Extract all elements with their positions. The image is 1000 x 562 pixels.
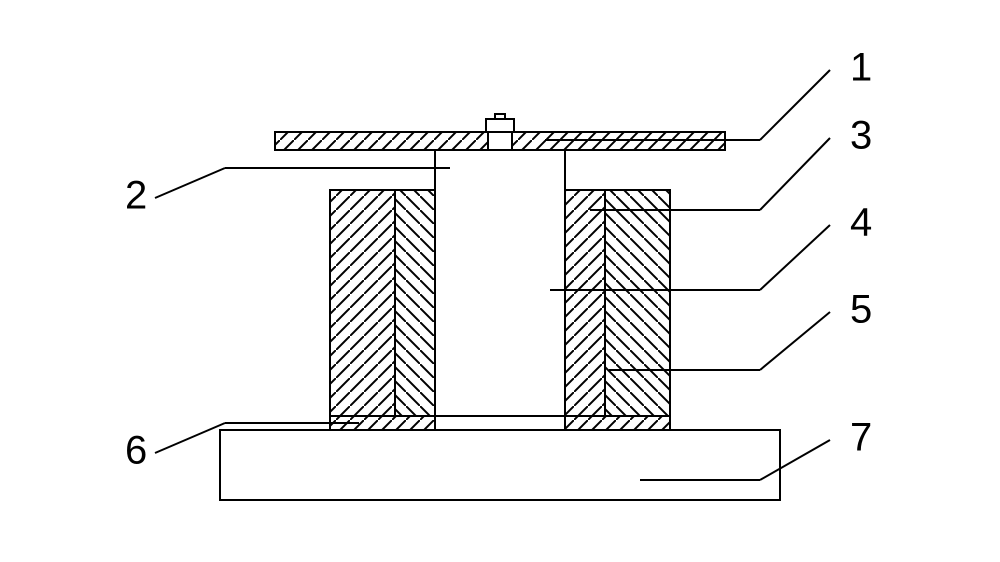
inner-sleeve-left bbox=[395, 190, 435, 416]
bottom-ring-right bbox=[565, 416, 670, 430]
callout-label: 3 bbox=[850, 114, 872, 158]
diagram: 1 3 4 5 7 2 6 bbox=[0, 0, 1000, 562]
callout-label: 1 bbox=[850, 46, 872, 90]
stud bbox=[495, 114, 505, 119]
plunger bbox=[435, 150, 565, 416]
outer-sleeve-left bbox=[330, 190, 395, 416]
callout-label: 5 bbox=[850, 288, 872, 332]
top-disc-bore bbox=[488, 133, 512, 149]
callout-label: 7 bbox=[850, 416, 872, 460]
inner-sleeve-right bbox=[565, 190, 605, 416]
base-plate bbox=[220, 430, 780, 500]
callout-label: 4 bbox=[850, 201, 872, 245]
outer-sleeve-right bbox=[605, 190, 670, 416]
callout-label: 6 bbox=[125, 429, 147, 473]
callout-label: 2 bbox=[125, 174, 147, 218]
nut bbox=[486, 119, 514, 132]
